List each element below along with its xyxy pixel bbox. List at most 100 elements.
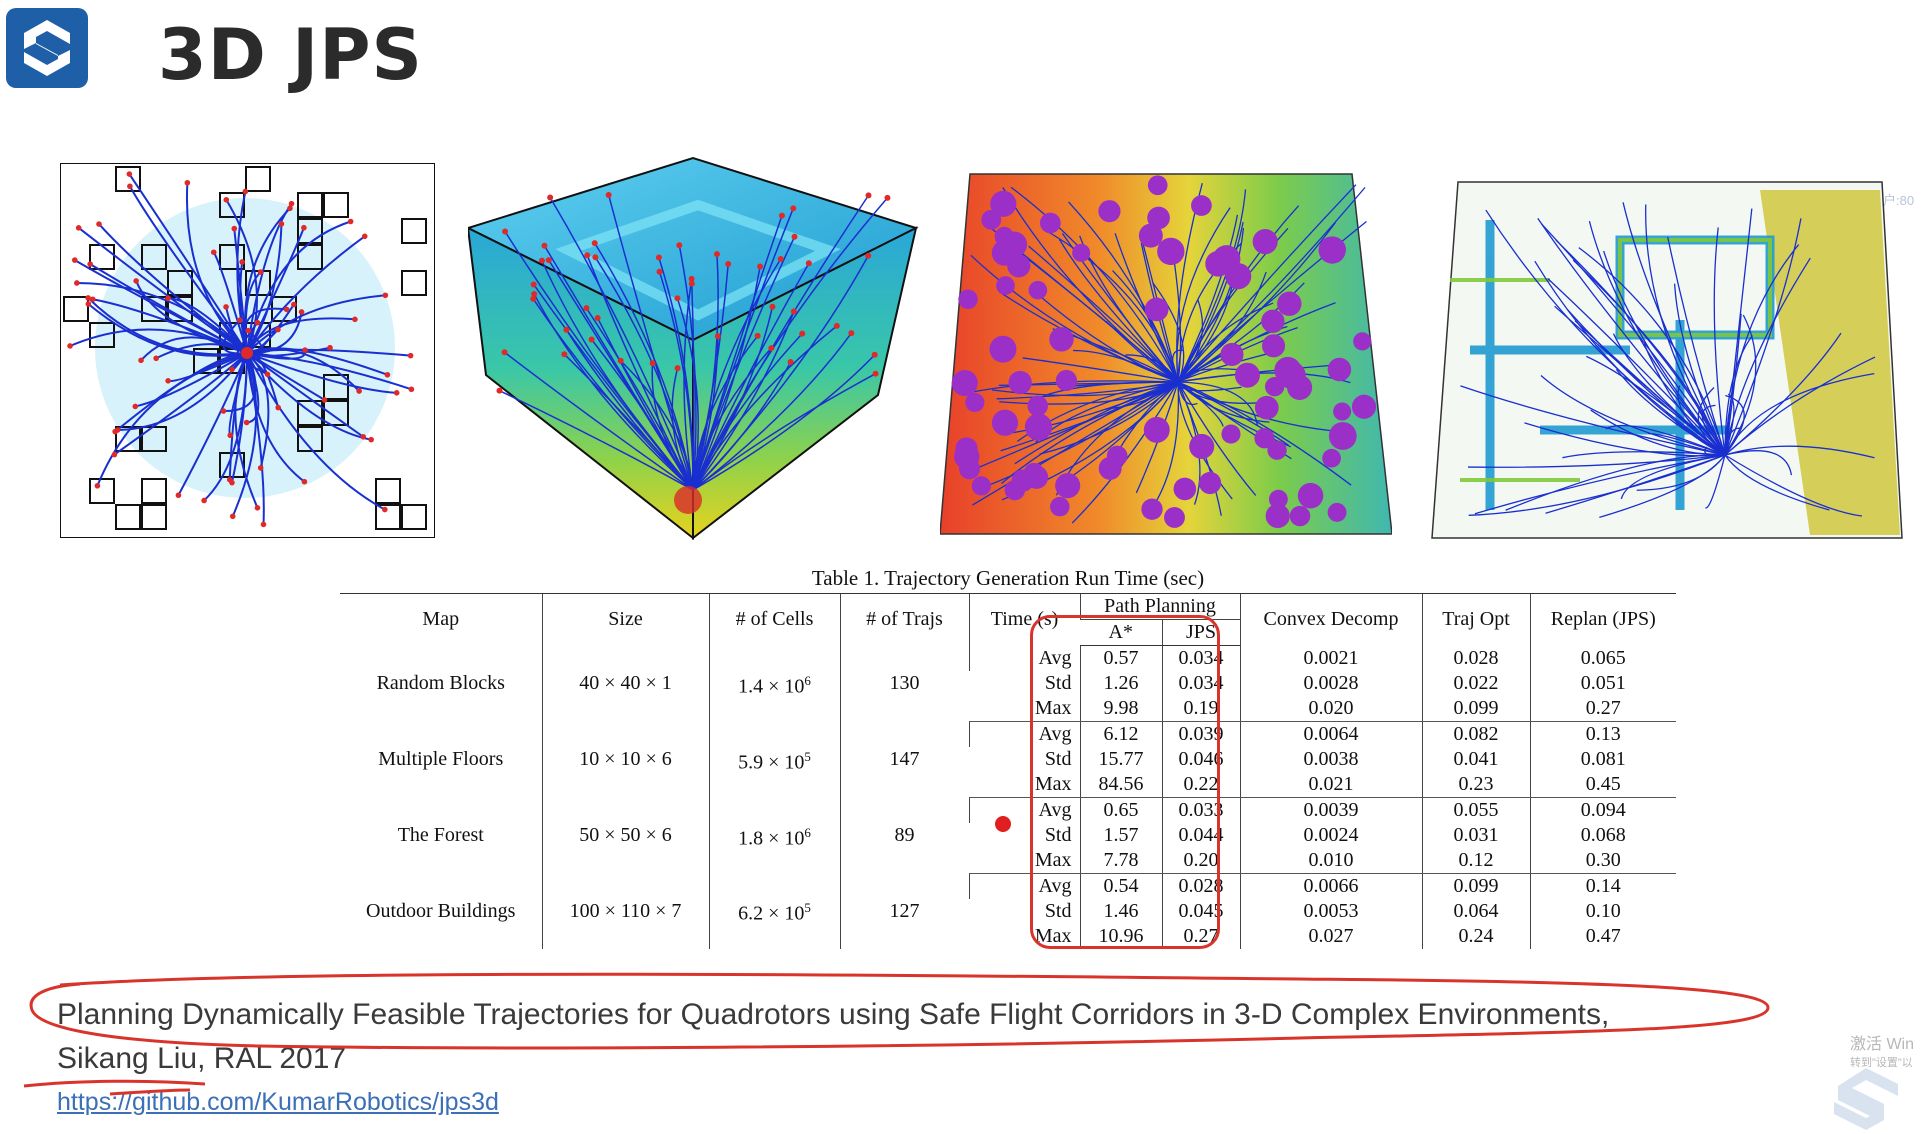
paper-citation: Sikang Liu, RAL 2017 bbox=[57, 1042, 346, 1076]
cell-trajs: 127 bbox=[839, 873, 969, 949]
cell-jps: 0.034 bbox=[1161, 645, 1240, 671]
cell-jps: 0.19 bbox=[1161, 696, 1240, 722]
cell-convex: 0.0021 bbox=[1239, 645, 1422, 671]
cell-map: Multiple Floors bbox=[378, 748, 504, 770]
table-row: The Forest 50 × 50 × 6 1.8 × 106 89 Avg 0.65 0… bbox=[340, 797, 1676, 874]
cell-trajopt: 0.24 bbox=[1421, 924, 1530, 949]
header-map: Map bbox=[340, 593, 542, 646]
header-convex: Convex Decomp bbox=[1239, 593, 1422, 646]
activation-watermark: 激活 Win 转到"设置"以 bbox=[1850, 1036, 1915, 1069]
cell-size: 10 × 10 × 6 bbox=[541, 721, 709, 798]
cell-size: 40 × 40 × 1 bbox=[541, 645, 709, 722]
cell-trajopt: 0.031 bbox=[1421, 823, 1530, 848]
cell-convex: 0.027 bbox=[1239, 924, 1422, 949]
cells-exponent: 6 bbox=[804, 824, 811, 840]
cell-trajs: 89 bbox=[839, 797, 969, 874]
cell-cells: 1.4 × 106 bbox=[708, 645, 840, 722]
cell-size: 50 × 50 × 6 bbox=[541, 797, 709, 874]
cell-metric: Std bbox=[1044, 748, 1072, 770]
cell-metric: Avg bbox=[968, 721, 1080, 747]
cell-metric: Max bbox=[969, 772, 1080, 798]
header-trajopt: Traj Opt bbox=[1421, 593, 1530, 646]
cell-jps: 0.033 bbox=[1161, 797, 1240, 823]
cell-cells: 6.2 × 105 bbox=[708, 873, 840, 949]
cells-exponent: 5 bbox=[804, 900, 811, 916]
table-row: Std 15.77 0.046 0.0038 0.041 0.081 bbox=[340, 747, 1676, 772]
table-row: Max 84.56 0.22 0.021 0.23 0.45 bbox=[340, 772, 1676, 798]
table-row: Std 1.46 0.045 0.0053 0.064 0.10 bbox=[340, 899, 1676, 924]
cell-trajs: 147 bbox=[839, 721, 969, 798]
watermark-logo bbox=[1834, 1068, 1898, 1130]
cell-convex: 0.0024 bbox=[1239, 823, 1422, 848]
cell-astar: 84.56 bbox=[1079, 772, 1162, 798]
cell-metric: Avg bbox=[968, 873, 1080, 899]
cell-jps: 0.046 bbox=[1161, 747, 1240, 772]
cell-jps: 0.045 bbox=[1161, 899, 1240, 924]
cell-jps: 0.044 bbox=[1161, 823, 1240, 848]
figure-outdoor-buildings bbox=[1430, 180, 1906, 542]
cell-astar: 1.57 bbox=[1079, 823, 1162, 848]
header-trajs: # of Trajs bbox=[839, 593, 969, 646]
cells-base: 1.8 × 10 bbox=[738, 827, 805, 850]
cells-base: 5.9 × 10 bbox=[738, 751, 805, 774]
cell-trajopt: 0.099 bbox=[1421, 873, 1530, 899]
header-replan: Replan (JPS) bbox=[1529, 593, 1676, 646]
cell-metric: Avg bbox=[968, 797, 1080, 823]
cell-metric: Std bbox=[1044, 900, 1072, 922]
cell-astar: 1.46 bbox=[1079, 899, 1162, 924]
cell-trajopt: 0.23 bbox=[1421, 772, 1530, 798]
cell-convex: 0.020 bbox=[1239, 696, 1422, 722]
cell-trajopt: 0.022 bbox=[1421, 671, 1530, 696]
table-row: Multiple Floors 10 × 10 × 6 5.9 × 105 147 Av… bbox=[340, 721, 1676, 798]
cell-astar: 0.54 bbox=[1079, 873, 1162, 899]
table-row: Random Blocks 40 × 40 × 1 1.4 × 106 130 Avg 0… bbox=[340, 645, 1676, 722]
cell-map: Outdoor Buildings bbox=[366, 899, 516, 922]
cells-exponent: 5 bbox=[804, 748, 811, 764]
cell-replan: 0.30 bbox=[1529, 848, 1676, 874]
cell-size: 100 × 110 × 7 bbox=[541, 873, 709, 949]
cell-replan: 0.14 bbox=[1529, 873, 1676, 899]
cell-map: Random Blocks bbox=[376, 672, 505, 694]
cell-trajopt: 0.028 bbox=[1421, 645, 1530, 671]
cell-jps: 0.034 bbox=[1161, 671, 1240, 696]
cell-astar: 0.57 bbox=[1079, 645, 1162, 671]
cell-trajs: 130 bbox=[839, 645, 969, 722]
cell-astar: 7.78 bbox=[1079, 848, 1162, 874]
figure-multiple-floors bbox=[468, 155, 920, 541]
cell-metric: Max bbox=[969, 848, 1080, 874]
cell-astar: 9.98 bbox=[1079, 696, 1162, 722]
cell-replan: 0.45 bbox=[1529, 772, 1676, 798]
paper-title: Planning Dynamically Feasible Trajectori… bbox=[57, 998, 1610, 1031]
github-link[interactable]: https://github.com/KumarRobotics/jps3d bbox=[57, 1088, 499, 1116]
cell-trajopt: 0.055 bbox=[1421, 797, 1530, 823]
cell-convex: 0.0064 bbox=[1239, 721, 1422, 747]
cell-astar: 1.26 bbox=[1079, 671, 1162, 696]
cell-cells: 1.8 × 106 bbox=[708, 797, 840, 874]
cell-convex: 0.0039 bbox=[1239, 797, 1422, 823]
cell-convex: 0.021 bbox=[1239, 772, 1422, 798]
cell-replan: 0.051 bbox=[1529, 671, 1676, 696]
cell-convex: 0.0038 bbox=[1239, 747, 1422, 772]
cell-trajopt: 0.082 bbox=[1421, 721, 1530, 747]
cell-astar: 0.65 bbox=[1079, 797, 1162, 823]
table-row: Max 10.96 0.27 0.027 0.24 0.47 bbox=[340, 924, 1676, 949]
cell-trajopt: 0.064 bbox=[1421, 899, 1530, 924]
header-time: Time (s) bbox=[968, 593, 1080, 646]
header-astar: A* bbox=[1080, 619, 1162, 646]
cell-convex: 0.010 bbox=[1239, 848, 1422, 874]
header-cells: # of Cells bbox=[708, 593, 840, 646]
cell-jps: 0.20 bbox=[1161, 848, 1240, 874]
table-row: Max 9.98 0.19 0.020 0.099 0.27 bbox=[340, 696, 1676, 722]
pointer-dot bbox=[995, 816, 1011, 832]
figure-the-forest bbox=[940, 172, 1392, 538]
cell-jps: 0.22 bbox=[1161, 772, 1240, 798]
cell-replan: 0.068 bbox=[1529, 823, 1676, 848]
figure-random-blocks bbox=[60, 163, 435, 538]
cell-astar: 10.96 bbox=[1079, 924, 1162, 949]
cell-metric: Std bbox=[1044, 824, 1072, 846]
cell-map: The Forest bbox=[397, 824, 484, 846]
cell-convex: 0.0066 bbox=[1239, 873, 1422, 899]
cells-base: 1.4 × 10 bbox=[738, 675, 805, 698]
cell-jps: 0.028 bbox=[1161, 873, 1240, 899]
brand-logo bbox=[6, 8, 88, 88]
